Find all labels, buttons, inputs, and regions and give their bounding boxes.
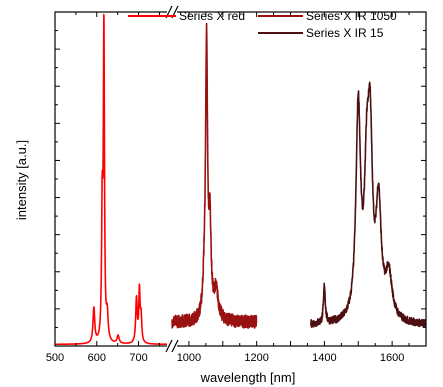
y-axis-title: intensity [a.u.]: [14, 140, 29, 220]
ticks-group: 500 600 700 1000 1200 1400 1600: [46, 11, 427, 364]
legend-label-3: Series X IR 15: [306, 26, 384, 40]
axis-break-gap: [167, 342, 177, 350]
series-line-3: [310, 81, 426, 328]
x-tick-label: 600: [88, 352, 106, 364]
x-tick-label: 1600: [380, 352, 404, 364]
axis-break-slash: [171, 339, 179, 353]
x-tick-label: 1400: [312, 352, 336, 364]
legend-label-2: Series X IR 1050: [306, 9, 397, 23]
series-line-2: [171, 22, 258, 329]
x-tick-label: 1000: [177, 352, 201, 364]
x-tick-label: 1200: [244, 352, 268, 364]
series-group: [55, 13, 426, 346]
x-tick-label: 500: [46, 352, 64, 364]
legend-label-1: Series X red: [179, 9, 245, 23]
x-tick-label: 700: [129, 352, 147, 364]
x-axis-title: wavelength [nm]: [200, 370, 296, 385]
series-line-1: [55, 13, 173, 346]
axis-break-slash: [165, 339, 173, 353]
axis-break-gap: [167, 8, 177, 16]
legend: Series X red Series X IR 1050 Series X IR …: [128, 9, 397, 40]
